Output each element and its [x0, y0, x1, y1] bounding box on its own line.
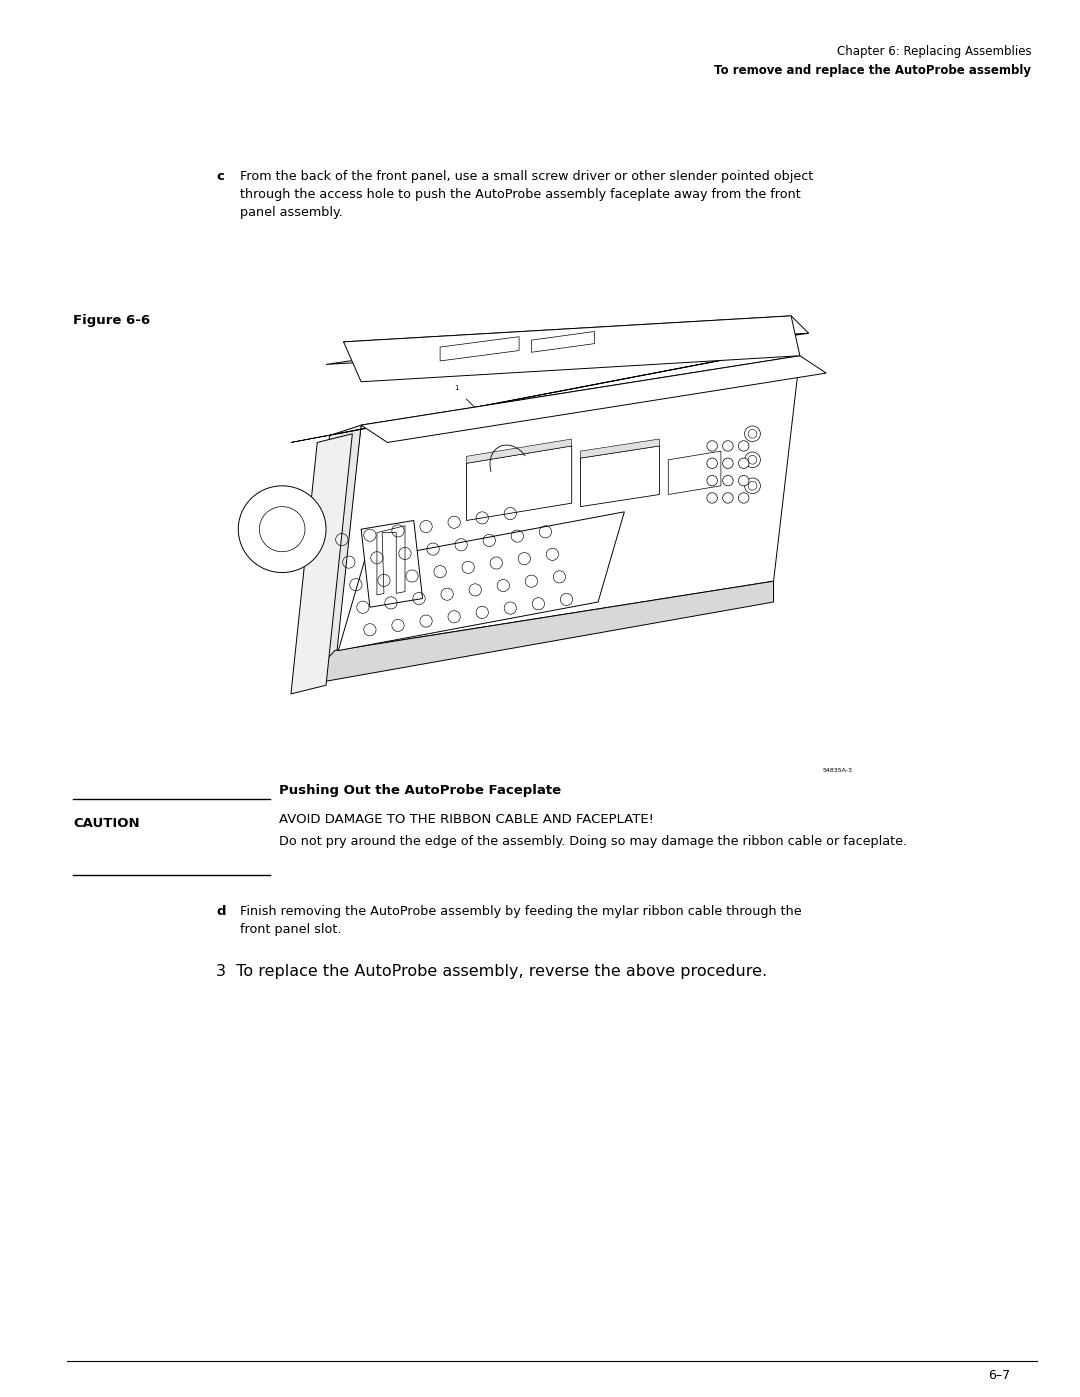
Text: 3  To replace the AutoProbe assembly, reverse the above procedure.: 3 To replace the AutoProbe assembly, rev… — [216, 964, 767, 979]
Polygon shape — [467, 439, 571, 464]
Circle shape — [239, 486, 326, 573]
Polygon shape — [467, 446, 571, 521]
Circle shape — [723, 440, 733, 451]
Polygon shape — [581, 446, 660, 507]
Circle shape — [723, 475, 733, 486]
Polygon shape — [531, 331, 595, 352]
Text: 6–7: 6–7 — [988, 1369, 1010, 1382]
Polygon shape — [441, 337, 519, 360]
Circle shape — [739, 493, 750, 503]
Circle shape — [744, 426, 760, 441]
Text: Do not pry around the edge of the assembly. Doing so may damage the ribbon cable: Do not pry around the edge of the assemb… — [279, 835, 907, 848]
Polygon shape — [581, 439, 660, 458]
Circle shape — [723, 493, 733, 503]
Text: c: c — [216, 170, 224, 183]
Circle shape — [744, 453, 760, 468]
Circle shape — [707, 440, 717, 451]
Text: AVOID DAMAGE TO THE RIBBON CABLE AND FACEPLATE!: AVOID DAMAGE TO THE RIBBON CABLE AND FAC… — [279, 813, 653, 826]
Polygon shape — [291, 346, 792, 443]
Circle shape — [739, 458, 750, 468]
Circle shape — [707, 475, 717, 486]
Circle shape — [723, 458, 733, 468]
Polygon shape — [343, 316, 809, 359]
Text: 1: 1 — [455, 386, 459, 391]
Circle shape — [739, 475, 750, 486]
Polygon shape — [361, 521, 422, 608]
Circle shape — [744, 478, 760, 493]
Polygon shape — [343, 316, 800, 381]
Polygon shape — [303, 581, 773, 686]
Circle shape — [707, 458, 717, 468]
Text: Pushing Out the AutoProbe Faceplate: Pushing Out the AutoProbe Faceplate — [279, 784, 561, 796]
Polygon shape — [291, 434, 352, 694]
Polygon shape — [669, 451, 721, 495]
Text: d: d — [216, 905, 226, 918]
Text: Finish removing the AutoProbe assembly by feeding the mylar ribbon cable through: Finish removing the AutoProbe assembly b… — [240, 905, 801, 936]
Text: From the back of the front panel, use a small screw driver or other slender poin: From the back of the front panel, use a … — [240, 170, 813, 219]
Text: 54835A-3: 54835A-3 — [823, 768, 852, 773]
Text: CAUTION: CAUTION — [73, 817, 140, 830]
Text: To remove and replace the AutoProbe assembly: To remove and replace the AutoProbe asse… — [714, 64, 1031, 77]
Text: Chapter 6: Replacing Assemblies: Chapter 6: Replacing Assemblies — [837, 45, 1031, 57]
Text: Figure 6-6: Figure 6-6 — [73, 314, 150, 327]
Polygon shape — [303, 425, 361, 682]
Polygon shape — [377, 525, 405, 595]
Polygon shape — [326, 334, 809, 365]
Circle shape — [707, 493, 717, 503]
Circle shape — [739, 440, 750, 451]
Polygon shape — [338, 511, 624, 651]
Polygon shape — [335, 356, 800, 651]
Polygon shape — [361, 356, 826, 443]
